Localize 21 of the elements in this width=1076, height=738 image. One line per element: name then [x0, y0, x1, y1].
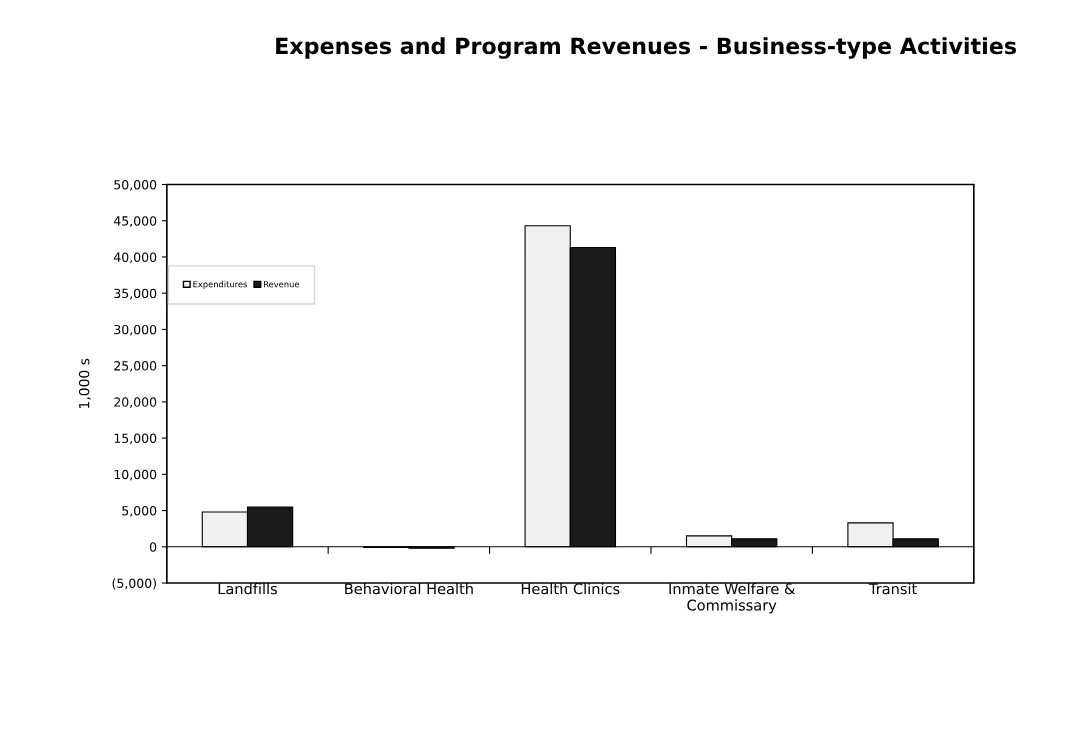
x-tick-label: Health Clinics [521, 583, 620, 595]
y-tick-label: 35,000 [114, 288, 157, 300]
x-tick-label: Behavioral Health [345, 583, 473, 595]
chart-title: Expenses and Program Revenues - Business-type Activities [276, 37, 1017, 59]
y-tick-label: 30,000 [114, 324, 157, 336]
y-tick-label: 20,000 [114, 397, 157, 409]
y-tick-label: 5,000 [122, 506, 157, 517]
x-tick-label: Transit [868, 583, 917, 595]
x-tick-label: Inmate Welfare & Commissary [669, 583, 795, 614]
y-tick-label: (5,000) [112, 578, 156, 590]
y-tick-label: 50,000 [114, 179, 157, 191]
x-tick-label: Landfills [218, 583, 277, 595]
y-tick-label: 45,000 [113, 216, 157, 227]
y-axis-title: 1,000 s [78, 358, 91, 408]
y-tick-label: 10,000 [114, 469, 157, 481]
legend-label: Revenue [264, 281, 300, 288]
y-tick-label: 40,000 [113, 252, 157, 264]
legend-label: Expenditures [193, 280, 247, 289]
y-tick-label: 0 [149, 542, 157, 552]
y-tick-label: 15,000 [114, 433, 157, 445]
y-tick-label: 25,000 [114, 361, 157, 372]
